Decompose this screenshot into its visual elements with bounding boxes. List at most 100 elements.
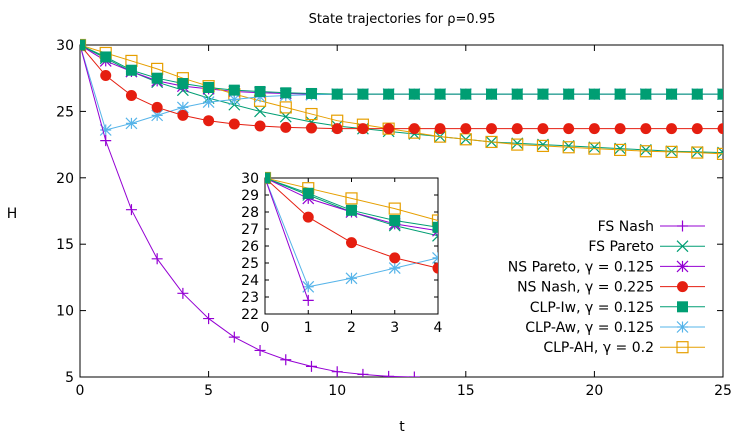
inset-point-clp-iw [432, 221, 438, 233]
main-point-ns-nash [588, 123, 600, 135]
inset-point-ns-nash [346, 237, 357, 249]
main-point-clp-aw [176, 101, 189, 114]
main-point-fs-nash [254, 344, 266, 356]
main-point-clp-iw [460, 88, 472, 100]
main-point-clp-iw [408, 88, 420, 100]
main-point-ns-nash [563, 123, 575, 135]
inset-point-clp-ah [388, 202, 401, 215]
legend-label: FS Pareto [588, 239, 654, 255]
main-point-ns-nash [228, 118, 240, 130]
main-point-clp-iw [511, 88, 523, 100]
main-point-fs-nash [331, 366, 343, 377]
main-point-clp-ah [511, 138, 524, 151]
main-point-ns-nash [537, 123, 549, 135]
inset-line-fs-nash [265, 177, 309, 301]
main-point-clp-ah [716, 147, 723, 160]
main-point-clp-iw [666, 88, 678, 100]
inset-point-ns-nash [389, 252, 401, 264]
inset-point-clp-iw [302, 187, 314, 199]
legend-entry-fs-pareto: FS Pareto [588, 239, 705, 255]
main-point-clp-iw [305, 87, 317, 99]
main-point-ns-nash [383, 123, 395, 135]
main-point-ns-nash [203, 115, 215, 127]
main-point-ns-nash [717, 123, 723, 135]
main-point-clp-ah [665, 145, 678, 159]
inset-series-clp-iw [265, 172, 438, 233]
main-point-fs-nash [177, 287, 189, 299]
main-point-clp-ah [639, 145, 652, 158]
chart-title: State trajectories for ρ=0.95 [309, 12, 496, 27]
main-point-clp-iw [80, 39, 86, 51]
inset-x-tick-label: 2 [347, 320, 356, 336]
main-point-clp-iw [177, 78, 189, 90]
main-point-clp-iw [537, 88, 549, 100]
main-point-clp-aw [99, 124, 112, 136]
legend-entry-ns-pareto: NS Pareto, γ = 0.125 [508, 259, 705, 275]
main-point-clp-ah [536, 139, 550, 153]
main-point-ns-nash [357, 123, 369, 135]
main-point-fs-nash [383, 370, 395, 377]
main-point-ns-nash [280, 121, 292, 133]
main-point-fs-nash [125, 204, 137, 216]
inset-point-clp-ah [431, 214, 438, 227]
main-point-ns-nash [151, 101, 163, 113]
main-point-ns-nash [691, 123, 703, 135]
main-point-ns-nash [254, 120, 266, 132]
main-point-clp-iw [203, 81, 215, 93]
main-y-tick-label: 10 [56, 304, 74, 320]
inset-y-tick-label: 27 [241, 222, 259, 238]
legend-label: CLP-Iw, γ = 0.125 [530, 300, 654, 316]
main-point-fs-nash [408, 371, 420, 377]
main-point-clp-iw [331, 88, 343, 100]
main-point-clp-iw [614, 88, 626, 100]
main-y-tick-label: 25 [56, 104, 74, 120]
main-point-clp-iw [125, 64, 137, 76]
main-point-clp-iw [717, 88, 723, 100]
legend-entry-clp-aw: CLP-Aw, γ = 0.125 [525, 320, 705, 336]
legend-marker [677, 220, 688, 232]
inset-point-clp-iw [346, 204, 357, 216]
legend-marker [676, 341, 689, 354]
main-point-fs-nash [305, 360, 317, 372]
main-point-clp-aw [202, 96, 215, 109]
main-point-fs-nash [280, 354, 292, 366]
inset-point-clp-iw [389, 215, 401, 226]
main-x-tick-label: 25 [714, 383, 732, 399]
inset-y-tick-label: 23 [241, 290, 259, 306]
main-point-clp-iw [691, 88, 703, 100]
main-x-tick-label: 0 [76, 383, 85, 399]
legend-entry-fs-nash: FS Nash [598, 219, 705, 235]
main-point-ns-nash [331, 123, 343, 135]
main-point-fs-nash [151, 253, 163, 265]
legend-label: CLP-Aw, γ = 0.125 [525, 320, 654, 336]
main-point-fs-nash [100, 135, 112, 147]
main-point-clp-iw [100, 51, 112, 63]
main-point-ns-nash [460, 123, 472, 135]
inset-y-tick-label: 29 [241, 188, 259, 204]
inset-point-fs-nash [302, 294, 314, 306]
main-point-ns-nash [177, 109, 189, 121]
legend-entry-clp-iw: CLP-Iw, γ = 0.125 [530, 300, 705, 316]
main-point-clp-ah [305, 107, 318, 121]
main-point-clp-iw [151, 72, 163, 84]
inset-series-clp-aw [265, 172, 438, 293]
inset-x-tick-label: 0 [261, 320, 270, 336]
inset-x-tick-label: 1 [304, 320, 313, 336]
main-point-clp-aw [151, 109, 164, 122]
legend-label: CLP-AH, γ = 0.2 [543, 340, 654, 356]
inset-line-clp-ah [265, 177, 438, 221]
main-point-clp-iw [588, 88, 600, 100]
main-y-tick-label: 15 [56, 237, 74, 253]
main-point-fs-pareto [254, 105, 266, 118]
legend-marker [676, 321, 689, 333]
main-point-clp-iw [228, 84, 240, 96]
main-point-clp-iw [434, 88, 446, 100]
inset-point-clp-aw [345, 272, 358, 285]
main-point-ns-nash [614, 123, 626, 135]
inset-y-tick-label: 28 [241, 205, 259, 221]
main-point-fs-nash [357, 368, 369, 377]
inset-point-clp-aw [388, 262, 401, 275]
